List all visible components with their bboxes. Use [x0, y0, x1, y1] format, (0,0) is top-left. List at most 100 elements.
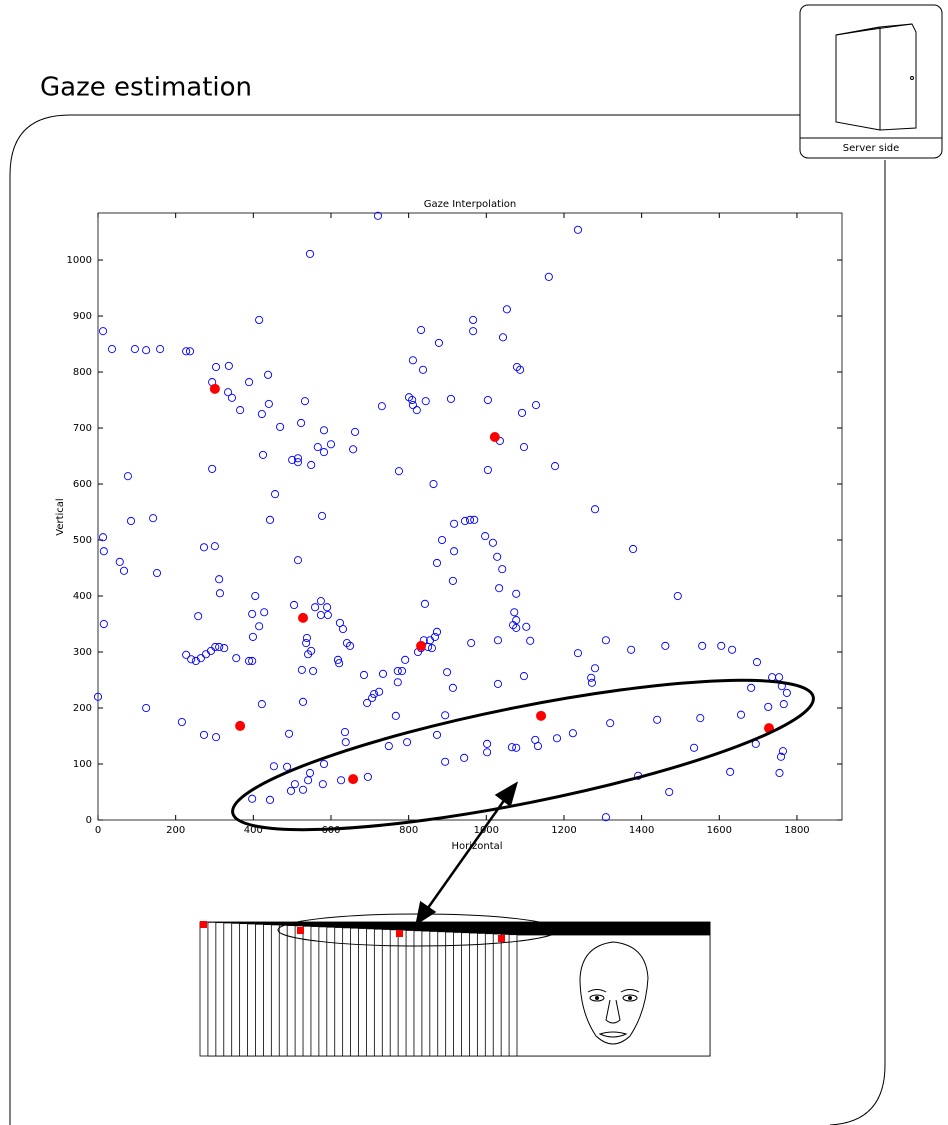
point — [251, 591, 260, 601]
point — [201, 650, 210, 659]
point — [590, 505, 600, 514]
point — [209, 383, 220, 394]
point — [568, 729, 577, 738]
point — [323, 603, 332, 612]
point — [629, 544, 638, 554]
y-tick-label: 700 — [73, 423, 92, 434]
point — [265, 795, 275, 804]
nose — [605, 999, 621, 1024]
point — [107, 345, 117, 354]
server-icon — [910, 76, 914, 80]
point — [373, 211, 383, 220]
point — [286, 786, 296, 795]
point — [99, 619, 108, 629]
point — [587, 678, 596, 687]
point — [432, 627, 442, 636]
point — [437, 535, 447, 545]
point — [726, 767, 735, 776]
x-tick-label: 1000 — [474, 825, 499, 836]
point — [696, 714, 705, 723]
point — [416, 640, 427, 651]
point — [123, 472, 132, 481]
point — [429, 479, 438, 489]
x-tick-label: 1200 — [551, 825, 576, 836]
point — [236, 406, 245, 415]
point — [698, 641, 707, 650]
mouth — [598, 1031, 628, 1038]
point — [316, 597, 325, 606]
point — [215, 642, 224, 652]
point — [199, 730, 209, 739]
y-tick-label: 800 — [73, 367, 92, 378]
x-tick-label: 800 — [399, 825, 418, 836]
frame-marker — [396, 930, 403, 937]
y-tick-label: 300 — [73, 647, 92, 658]
point — [665, 787, 674, 797]
chart-title: Gaze Interpolation — [424, 199, 516, 210]
face — [579, 941, 649, 1045]
point — [519, 443, 529, 452]
point — [653, 715, 662, 724]
point — [483, 395, 492, 405]
point — [182, 650, 191, 659]
frame-stack — [199, 921, 711, 1057]
point — [606, 719, 615, 728]
point — [394, 467, 403, 476]
point — [368, 693, 377, 702]
point — [522, 622, 531, 631]
point — [517, 408, 527, 417]
point — [215, 575, 224, 584]
point — [210, 542, 219, 551]
point — [779, 700, 788, 709]
point — [408, 395, 417, 405]
point — [448, 576, 457, 585]
point — [126, 516, 136, 526]
point — [493, 552, 502, 561]
point — [248, 632, 257, 641]
point — [319, 448, 329, 457]
point — [265, 515, 275, 524]
point — [460, 753, 469, 762]
point — [255, 622, 264, 631]
point — [573, 225, 582, 234]
point — [483, 465, 492, 475]
point — [313, 443, 322, 452]
point — [627, 645, 636, 654]
face-outline — [579, 941, 649, 1045]
x-tick-label: 1800 — [784, 825, 809, 836]
point — [778, 747, 788, 756]
point — [297, 665, 306, 674]
y-tick-label: 600 — [73, 479, 92, 490]
point — [397, 666, 407, 676]
point — [338, 625, 348, 634]
point — [224, 388, 233, 397]
point — [393, 678, 402, 687]
point — [488, 538, 497, 547]
brow — [587, 989, 640, 993]
point — [149, 514, 158, 523]
eye — [589, 994, 605, 1002]
point — [335, 659, 344, 668]
point — [257, 700, 266, 709]
point — [377, 402, 386, 411]
point — [341, 738, 350, 747]
point — [434, 338, 443, 347]
point — [156, 345, 165, 354]
point — [775, 768, 784, 778]
point — [119, 566, 129, 575]
point — [98, 327, 108, 336]
point — [412, 406, 421, 415]
point — [536, 710, 547, 721]
point — [224, 361, 233, 370]
point — [359, 670, 369, 680]
point — [235, 720, 246, 731]
point — [483, 739, 492, 748]
point — [533, 742, 543, 751]
point — [690, 743, 699, 752]
point — [318, 780, 327, 789]
point — [465, 515, 475, 524]
point — [728, 645, 737, 654]
pupil — [595, 996, 599, 1000]
point — [215, 589, 224, 598]
